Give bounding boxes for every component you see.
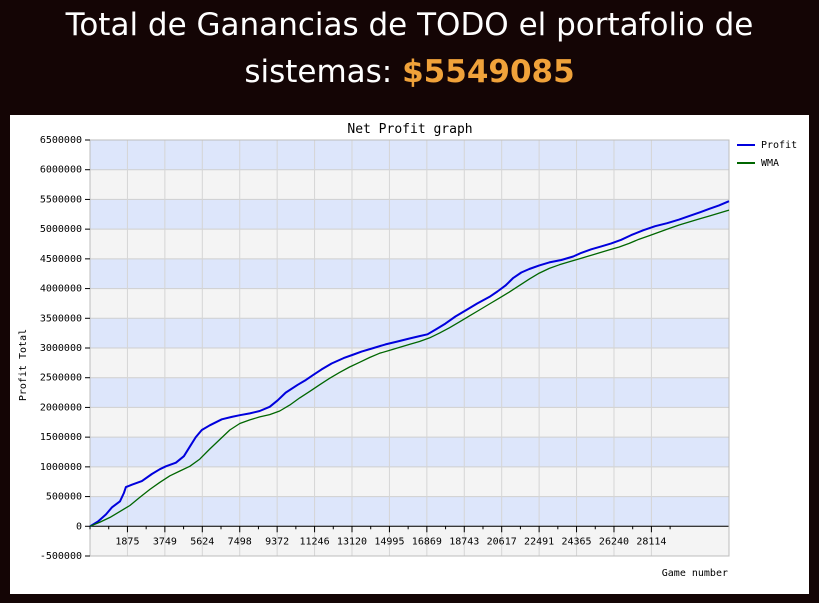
y-tick-label: 4000000 <box>40 284 82 295</box>
x-tick-label: 20617 <box>487 536 517 547</box>
y-tick-label: 5000000 <box>40 224 82 235</box>
total-profit-amount: $5549085 <box>402 54 575 90</box>
y-tick-label: 1500000 <box>40 432 82 443</box>
headline-prefix: sistemas: <box>244 54 403 90</box>
headline: Total de Ganancias de TODO el portafolio… <box>0 0 819 112</box>
x-axis-ticks: 1875 3749 5624 7498 9372 11246 13120 14995 16869… <box>89 526 671 547</box>
x-tick-label: 16869 <box>412 536 442 547</box>
x-axis-label: Game number <box>662 568 728 579</box>
x-tick-label: 3749 <box>153 536 177 547</box>
background-band <box>90 407 729 438</box>
background-band <box>90 496 729 527</box>
x-tick-label: 11246 <box>300 536 330 547</box>
background-band <box>90 169 729 200</box>
background-band <box>90 466 729 497</box>
headline-line-2: sistemas: $5549085 <box>0 49 819 96</box>
x-tick-label: 28114 <box>636 536 666 547</box>
legend-label-profit: Profit <box>761 140 797 151</box>
x-tick-label: 13120 <box>337 536 367 547</box>
background-band <box>90 348 729 378</box>
y-tick-label: 3000000 <box>40 343 82 354</box>
series-line-profit <box>89 200 730 528</box>
y-axis-label: Profit Total <box>18 329 29 401</box>
y-tick-label: 6500000 <box>40 135 82 146</box>
x-tick-label: 1875 <box>115 536 139 547</box>
x-tick-label: 24365 <box>561 536 591 547</box>
y-tick-label: 2000000 <box>40 402 82 413</box>
y-tick-label: 3500000 <box>40 313 82 324</box>
x-tick-label: 5624 <box>190 536 214 547</box>
x-tick-label: 22491 <box>524 536 554 547</box>
series-line-wma <box>89 209 730 527</box>
y-tick-label: 5500000 <box>40 194 82 205</box>
background-bands <box>90 140 729 556</box>
background-band <box>90 526 729 556</box>
net-profit-chart: 6500000600000055000005000000450000040000… <box>18 122 797 579</box>
y-tick-label: 6000000 <box>40 165 82 176</box>
y-tick-label: 2500000 <box>40 373 82 384</box>
background-band <box>90 377 729 408</box>
chart-title: Net Profit graph <box>347 122 472 137</box>
y-tick-label: -500000 <box>40 551 82 562</box>
background-band <box>90 318 729 348</box>
x-tick-label: 7498 <box>228 536 252 547</box>
net-profit-chart-panel: 6500000 6000000 5500000 5000000 4500000 40000… <box>10 115 809 594</box>
series-lines <box>89 200 730 528</box>
background-band <box>90 199 729 230</box>
y-tick-label: 0 <box>76 521 82 532</box>
background-band <box>90 258 729 289</box>
legend-label-wma: WMA <box>761 158 779 169</box>
background-band <box>90 140 729 170</box>
y-tick-label: 4500000 <box>40 254 82 265</box>
x-tick-label: 9372 <box>265 536 289 547</box>
y-axis-ticks: 6500000600000055000005000000450000040000… <box>40 135 90 562</box>
legend: Profit WMA <box>737 140 797 169</box>
x-tick-label: 18743 <box>449 536 479 547</box>
x-tick-label: 26240 <box>599 536 629 547</box>
y-tick-label: 1000000 <box>40 462 82 473</box>
y-tick-label: 500000 <box>46 492 82 503</box>
headline-line-1: Total de Ganancias de TODO el portafolio… <box>65 7 754 43</box>
background-band <box>90 229 729 259</box>
x-tick-label: 14995 <box>374 536 404 547</box>
background-band <box>90 288 729 319</box>
